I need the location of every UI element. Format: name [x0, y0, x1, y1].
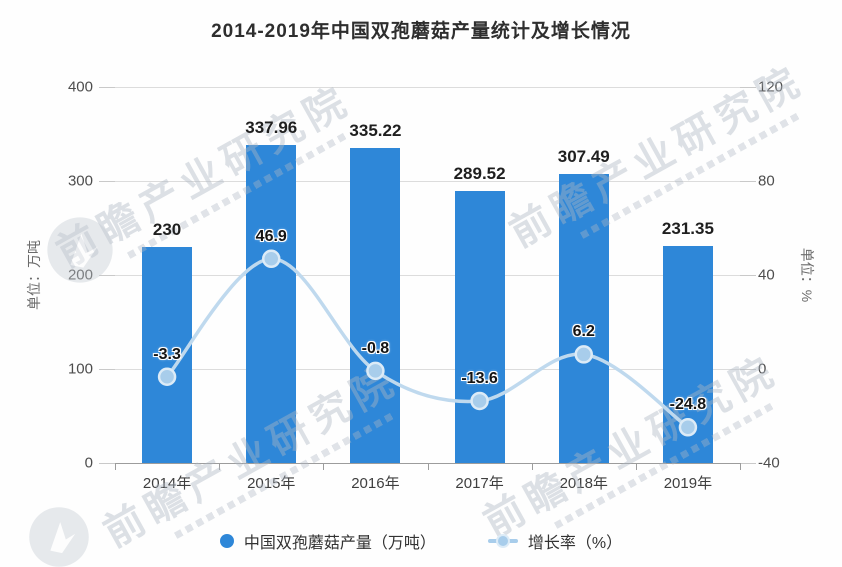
line-value-label: -0.8: [361, 339, 390, 357]
left-axis-tick-label: 200: [41, 267, 93, 284]
x-axis-tick: [323, 463, 325, 470]
x-axis-tick: [427, 463, 429, 470]
right-axis-tick: [740, 463, 756, 464]
bar-value-label: 289.52: [453, 163, 506, 183]
watermark-text: 前瞻产业研究院: [471, 338, 792, 558]
right-axis-tick: [740, 369, 756, 370]
x-axis-label: 2015年: [247, 472, 295, 493]
left-axis-tick-label: 100: [67, 360, 93, 378]
growth-rate-line: [165, 257, 689, 429]
left-axis-tick-label: 300: [67, 172, 93, 190]
x-axis-label: 2017年: [455, 475, 504, 492]
left-axis-tick: [99, 369, 115, 370]
line-value-label: -24.8: [669, 396, 707, 414]
x-axis-tick: [219, 463, 221, 470]
x-axis-label: 2014年: [142, 475, 192, 492]
right-axis-tick-label: 40: [758, 266, 775, 284]
right-axis-tick-label: 80: [758, 172, 775, 190]
watermark-logo-icon: [47, 217, 113, 283]
legend-item-production: 中国双孢蘑菇产量（万吨）: [219, 529, 436, 553]
right-axis-title: 单位：%: [799, 247, 815, 303]
gridline: [115, 369, 740, 370]
watermark-text: 前瞻产业研究院: [497, 48, 818, 268]
bar: [454, 190, 505, 463]
left-axis-title: 单位：万吨: [26, 240, 42, 310]
right-axis-tick: [740, 181, 756, 182]
watermark-label: 前瞻产业研究院: [476, 347, 786, 546]
right-axis-tick: [740, 87, 756, 88]
bar-value-label: 230: [152, 219, 182, 239]
line-value-label: -3.3: [153, 345, 181, 363]
line-value-label: 46.9: [255, 227, 287, 245]
gridline: [115, 181, 740, 182]
watermark-logo-icon: [29, 507, 89, 567]
left-axis-tick: [99, 275, 115, 276]
chart-title: 2014-2019年中国双孢蘑菇产量统计及增长情况: [211, 21, 631, 42]
legend-item-growth-rate: 增长率（%）: [487, 529, 623, 553]
x-axis-tick: [740, 463, 741, 470]
right-axis-tick-label: -40: [758, 454, 780, 472]
right-axis-tick-label: 120: [758, 78, 784, 96]
x-axis-tick: [531, 463, 533, 470]
legend-line-dot-marker-icon: [487, 536, 518, 546]
line-value-label: 6.2: [572, 323, 595, 341]
x-axis-label: 2019年: [663, 475, 713, 492]
x-axis-label: 2018年: [559, 475, 608, 492]
bar-value-label: 337.96: [245, 118, 298, 138]
right-axis-tick: [740, 275, 756, 276]
legend-item-label: 中国双孢蘑菇产量（万吨）: [243, 535, 436, 552]
bar-value-label: 335.22: [349, 120, 402, 140]
right-axis-tick-label: 0: [758, 360, 767, 378]
x-axis-tick: [635, 463, 637, 470]
x-axis-tick: [115, 463, 116, 470]
legend-circle-marker-icon: [219, 534, 234, 548]
line-value-label: -13.6: [461, 369, 498, 387]
gridline: [115, 275, 740, 276]
x-axis-label: 2016年: [351, 475, 400, 492]
left-axis-tick: [99, 181, 115, 182]
left-axis-tick: [99, 87, 115, 88]
left-axis-tick-label: 400: [67, 78, 93, 96]
left-axis-tick: [99, 463, 115, 464]
legend-item-label: 增长率（%）: [527, 535, 623, 552]
left-axis-tick-label: 0: [84, 454, 93, 472]
gridline: [115, 87, 740, 88]
bar-value-label: 307.49: [557, 146, 610, 166]
legend: 中国双孢蘑菇产量（万吨） 增长率（%）: [0, 529, 842, 553]
bar-value-label: 231.35: [661, 218, 714, 238]
